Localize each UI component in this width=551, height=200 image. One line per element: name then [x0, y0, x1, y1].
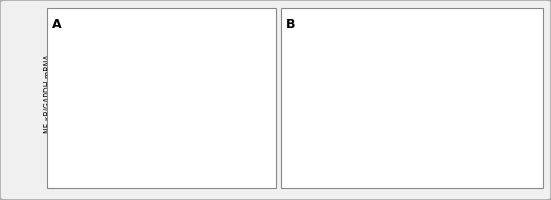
Bar: [187, 88, 212, 164]
Text: b: b: [243, 76, 250, 85]
Bar: [440, 100, 467, 164]
Bar: [234, 98, 259, 164]
Y-axis label: NF-κB/GAPDH mRNA
(x-fold of vehicle): NF-κB/GAPDH mRNA (x-fold of vehicle): [44, 55, 63, 133]
Y-axis label: TNF-α/GAPDH mRNA
(x-fold of vehicle): TNF-α/GAPDH mRNA (x-fold of vehicle): [296, 55, 315, 133]
Text: b: b: [450, 82, 457, 90]
Text: a: a: [400, 47, 407, 56]
Bar: [490, 123, 517, 164]
Bar: [390, 66, 417, 164]
Bar: [141, 63, 166, 164]
Bar: [94, 94, 119, 164]
Bar: [339, 129, 367, 164]
Text: b: b: [500, 108, 507, 117]
Text: A: A: [52, 18, 62, 31]
Text: B: B: [285, 18, 295, 31]
